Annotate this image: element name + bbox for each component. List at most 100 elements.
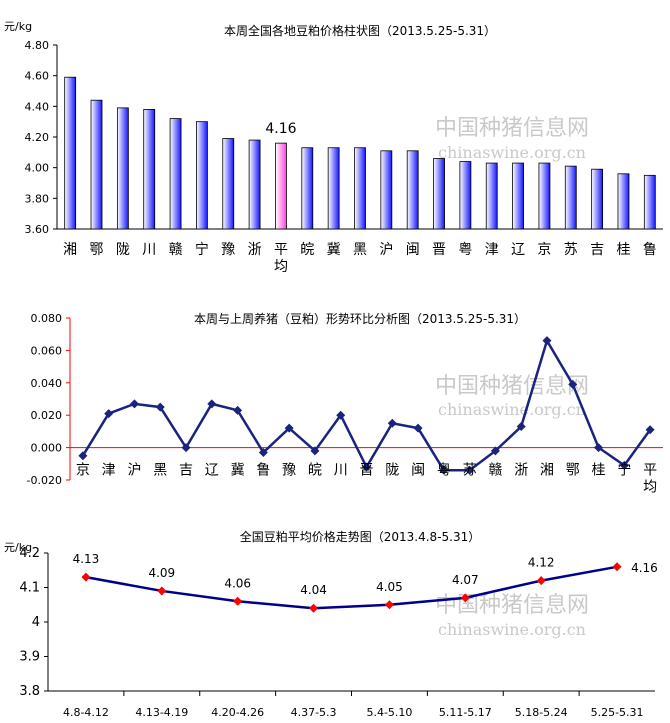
chart-3-ylabel: 元/kg xyxy=(4,541,32,554)
watermark-2: 中国种猪信息网 chinaswine.org.cn xyxy=(435,374,589,419)
chart-2-category-label: 辽 xyxy=(205,463,219,479)
chart-1-category-label: 川 xyxy=(142,242,156,258)
chart-1-bar xyxy=(406,150,419,230)
chart-3-point xyxy=(612,562,622,572)
chart-1-ytick-label: 3.60 xyxy=(25,223,50,236)
chart-1-ytick-label: 3.80 xyxy=(25,192,50,205)
chart-3-category-label: 5.18-5.24 xyxy=(515,706,568,719)
chart-1-bar xyxy=(301,147,314,230)
chart-2-category-label: 黑 xyxy=(153,463,167,479)
chart-1-bar xyxy=(643,174,656,230)
chart-1-bar xyxy=(564,165,577,230)
chart-2-point xyxy=(516,422,526,432)
chart-3-data-label: 4.04 xyxy=(300,583,327,597)
chart-2-point xyxy=(594,443,604,453)
chart-2-ytick-label: 0.000 xyxy=(31,442,63,455)
chart-1-bar xyxy=(591,168,604,230)
watermark-name: 中国种猪信息网 xyxy=(435,374,589,399)
chart-2-point xyxy=(258,447,268,457)
chart-3-series-line xyxy=(85,565,618,610)
chart-1-category-label: 京 xyxy=(537,242,551,258)
chart-1-category-label: 赣 xyxy=(169,242,183,258)
chart-1-ytick-label: 4.80 xyxy=(25,39,50,52)
chart-1-bar: 本周全国各地豆粕价格柱状图（2013.5.25-5.31） 元/kg 3.60 3… xyxy=(4,20,663,275)
chart-2-category-label: 浙 xyxy=(514,463,528,479)
chart-2-ytick-label: 0.040 xyxy=(31,377,63,390)
chart-2-category-label: 沪 xyxy=(127,463,141,479)
chart-3-ytick-label: 3.9 xyxy=(19,650,40,665)
chart-1-ytick-label: 4.20 xyxy=(25,131,50,144)
chart-2-category-label: 津 xyxy=(102,463,116,479)
chart-2-ytick-label: 0.060 xyxy=(31,344,63,357)
watermark-3: 中国种猪信息网 chinaswine.org.cn xyxy=(435,593,589,639)
chart-2-category-label: 湘 xyxy=(540,463,554,479)
chart-2-category-label: 鲁 xyxy=(256,463,270,479)
chart-1-category-label: 皖 xyxy=(300,242,314,258)
chart-3-point xyxy=(309,603,319,613)
chart-3-data-label: 4.12 xyxy=(528,556,555,570)
chart-2-point xyxy=(465,465,475,475)
chart-3-point xyxy=(233,596,243,606)
chart-1-category-label: 宁 xyxy=(195,241,209,258)
chart-3-line: 全国豆粕平均价格走势图（2013.4.8-5.31） 元/kg 3.8 3.9 4 4… xyxy=(4,529,658,719)
chart-2-category-label: 均 xyxy=(643,480,657,496)
chart-1-bar xyxy=(512,162,524,230)
chart-1-bar xyxy=(459,161,472,230)
chart-2-point xyxy=(78,451,88,461)
chart-1-bar xyxy=(380,150,393,230)
chart-2-ytick-label: 0.080 xyxy=(31,312,63,325)
chart-1-category-label: 平 xyxy=(274,242,288,258)
chart-2-point xyxy=(181,443,191,453)
chart-1-category-label: 苏 xyxy=(564,242,578,258)
chart-3-category-label: 5.25-5.31 xyxy=(591,706,644,719)
chart-3-ytick-label: 3.8 xyxy=(19,684,40,699)
watermark-url: chinaswine.org.cn xyxy=(438,400,586,419)
chart-1-bar xyxy=(433,158,445,230)
chart-3-title: 全国豆粕平均价格走势图（2013.4.8-5.31） xyxy=(240,529,481,544)
chart-2-point xyxy=(362,462,371,472)
chart-2-point xyxy=(336,410,346,420)
chart-1-category-label: 沪 xyxy=(379,242,393,258)
chart-2-point xyxy=(207,399,217,409)
chart-1-bar xyxy=(64,76,77,230)
chart-2-category-label: 赣 xyxy=(488,463,502,479)
chart-2-title: 本周与上周养猪（豆粕）形势环比分析图（2013.5.25-5.31） xyxy=(194,311,526,326)
chart-1-ytick-label: 4.60 xyxy=(25,70,50,83)
chart-1-bar xyxy=(143,109,156,230)
chart-1-category-label: 辽 xyxy=(511,242,525,258)
chart-1-category-label: 鲁 xyxy=(643,242,657,258)
chart-2-category-label: 桂 xyxy=(592,463,606,479)
chart-1-bar xyxy=(196,121,208,230)
chart-1-title: 本周全国各地豆粕价格柱状图（2013.5.25-5.31） xyxy=(224,23,496,38)
chart-2-category-label: 川 xyxy=(334,463,348,479)
chart-1-bar xyxy=(485,162,498,230)
chart-1-bar xyxy=(90,99,103,230)
chart-3-data-label: 4.09 xyxy=(148,566,175,580)
chart-2-point xyxy=(155,402,165,412)
chart-1-category-label: 津 xyxy=(485,242,499,258)
chart-1-category-label: 湘 xyxy=(63,242,77,258)
chart-2-point xyxy=(645,425,655,435)
chart-1-category-label: 均 xyxy=(274,259,288,275)
chart-3-data-label: 4.13 xyxy=(73,552,100,566)
chart-3-point xyxy=(384,600,394,610)
chart-3-category-label: 4.13-4.19 xyxy=(135,706,188,719)
chart-2-point xyxy=(439,465,449,475)
chart-2-point xyxy=(129,399,139,409)
watermark-url: chinaswine.org.cn xyxy=(438,143,586,162)
watermark-name: 中国种猪信息网 xyxy=(435,116,589,141)
chart-1-bar xyxy=(354,147,366,230)
chart-2-line: 本周与上周养猪（豆粕）形势环比分析图（2013.5.25-5.31） -0.02… xyxy=(27,311,663,496)
chart-3-data-label: 4.16 xyxy=(631,561,658,575)
chart-2-category-label: 陇 xyxy=(385,463,399,479)
chart-1-category-label: 浙 xyxy=(248,242,262,258)
chart-1-category-label: 粤 xyxy=(458,242,472,258)
chart-2-category-label: 粤 xyxy=(437,463,451,479)
chart-2-point xyxy=(233,405,243,415)
chart-2-category-label: 皖 xyxy=(308,463,322,479)
watermark-name: 中国种猪信息网 xyxy=(435,593,589,618)
chart-3-ytick-label: 4.2 xyxy=(19,546,40,561)
chart-3-category-label: 4.20-4.26 xyxy=(211,706,264,719)
chart-1-category-label: 桂 xyxy=(616,242,630,258)
